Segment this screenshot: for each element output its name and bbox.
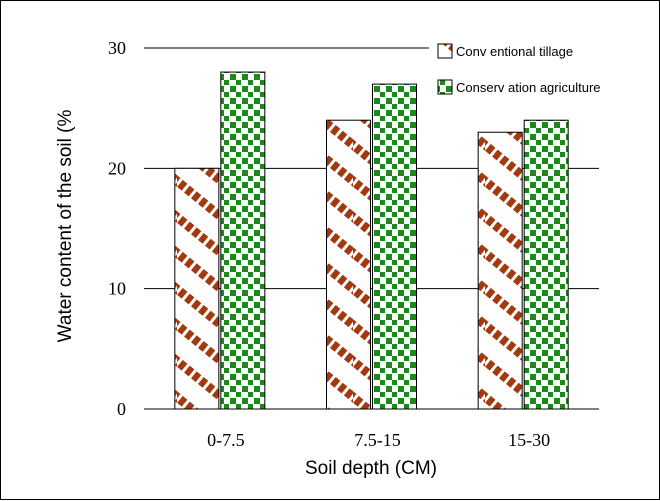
x-tick-label: 7.5-15 — [354, 430, 401, 450]
bar-conservation-15-30 — [523, 119, 569, 410]
bars — [174, 71, 569, 410]
bar-conventional-7.5-15 — [326, 119, 371, 410]
gridlines — [144, 47, 599, 410]
legend-label-conservation-agriculture: Conserv ation agriculture — [456, 80, 601, 95]
legend-swatch-conventional-tillage — [437, 43, 453, 59]
y-axis-title: Water content of the soil (% — [55, 110, 76, 343]
bar-conservation-0-7.5 — [220, 71, 266, 410]
x-tick-label: 15-30 — [508, 430, 550, 450]
bar-conventional-0-7.5 — [174, 167, 220, 410]
x-axis-title: Soil depth (CM) — [305, 458, 437, 479]
legend-swatch-conservation-agriculture — [437, 79, 453, 95]
y-tick-label: 0 — [117, 399, 126, 419]
y-tick-label: 20 — [108, 158, 126, 178]
bar-conventional-15-30 — [477, 131, 523, 410]
y-tick-labels: 0 10 20 30 — [108, 38, 126, 419]
legend-label-conventional-tillage: Conv entional tillage — [456, 44, 573, 59]
bar-conservation-7.5-15 — [372, 83, 417, 410]
x-tick-label: 0-7.5 — [207, 430, 245, 450]
legend: Conv entional tillage Conserv ation agri… — [437, 43, 601, 95]
y-tick-label: 30 — [108, 38, 126, 58]
x-tick-labels: 0-7.5 7.5-15 15-30 — [207, 430, 550, 450]
y-tick-label: 10 — [108, 279, 126, 299]
